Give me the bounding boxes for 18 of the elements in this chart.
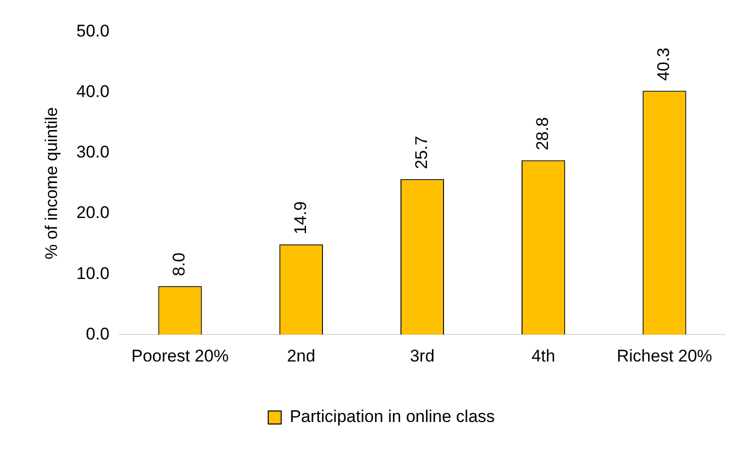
x-tick-label: Richest 20%: [616, 346, 712, 366]
y-tick-label: 0.0: [86, 324, 110, 344]
y-axis-title: % of income quintile: [42, 107, 61, 260]
text: 25.7: [412, 136, 431, 170]
y-tick-label: 20.0: [76, 203, 110, 222]
text: 14.9: [290, 201, 310, 234]
legend-label: Participation in online class: [290, 407, 495, 426]
text: 28.8: [533, 117, 552, 150]
x-tick-label: 4th: [532, 346, 556, 366]
text: 8.0: [170, 252, 189, 276]
text: 40.3: [654, 48, 674, 81]
x-tick-label: 3rd: [410, 346, 435, 366]
y-tick-label: 10.0: [76, 264, 110, 283]
y-tick-label: 40.0: [76, 82, 110, 102]
x-tick-label: Poorest 20%: [131, 346, 229, 366]
y-tick-label: 50.0: [76, 22, 110, 41]
x-tick-label: 2nd: [286, 346, 316, 366]
y-tick-label: 30.0: [76, 142, 110, 162]
